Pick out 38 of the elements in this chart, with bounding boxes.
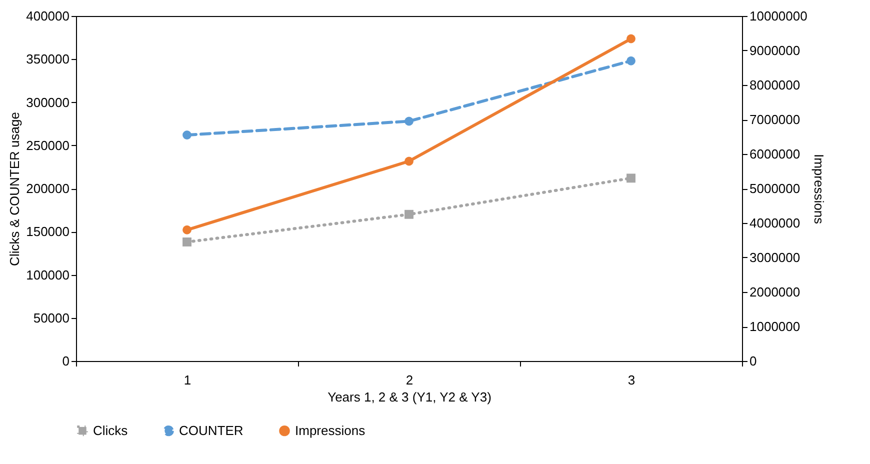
y-tick-label: 150000 bbox=[26, 224, 70, 240]
point bbox=[404, 156, 414, 166]
point bbox=[626, 34, 636, 44]
point bbox=[182, 225, 192, 234]
point bbox=[626, 174, 636, 183]
y2-tick-label: 1000000 bbox=[750, 319, 800, 334]
legend-label: Clicks bbox=[93, 422, 128, 438]
legend-label: COUNTER bbox=[179, 422, 244, 438]
y2-tick-label: 0 bbox=[750, 354, 757, 368]
y2-tick-label: 7000000 bbox=[750, 112, 800, 127]
x-tick-label: 2 bbox=[406, 372, 414, 388]
y2-tick-label: 3000000 bbox=[750, 250, 800, 265]
point bbox=[404, 210, 414, 219]
y-tick-label: 100000 bbox=[26, 267, 70, 282]
y-tick-label: 350000 bbox=[26, 52, 70, 67]
y-tick-label: 50000 bbox=[33, 310, 70, 326]
point bbox=[182, 130, 192, 140]
y2-tick-label: 2000000 bbox=[750, 284, 800, 300]
y2-tick-label: 8000000 bbox=[750, 78, 800, 92]
point bbox=[626, 56, 636, 66]
x-tick-label: 1 bbox=[184, 372, 192, 388]
legend-label: Impressions bbox=[295, 422, 366, 438]
y-tick-label: 250000 bbox=[26, 138, 70, 153]
y2-tick-label: 10000000 bbox=[750, 8, 808, 24]
x-tick-label: 3 bbox=[628, 372, 636, 388]
x-axis-title: Years 1, 2 & 3 (Y1, Y2 & Y3) bbox=[328, 390, 492, 404]
y-tick-label: 200000 bbox=[26, 181, 70, 196]
y2-tick-label: 4000000 bbox=[750, 216, 800, 230]
y2-tick-label: 6000000 bbox=[750, 146, 800, 162]
y-tick-label: 400000 bbox=[26, 8, 70, 24]
y2-axis-title: Impressions bbox=[811, 154, 826, 225]
y-tick-label: 0 bbox=[62, 354, 70, 368]
point bbox=[182, 238, 192, 246]
y-tick-label: 300000 bbox=[26, 94, 70, 110]
y-axis-title: Clicks & COUNTER usage bbox=[7, 112, 22, 266]
y2-tick-label: 5000000 bbox=[750, 181, 800, 196]
y2-tick-label: 9000000 bbox=[750, 43, 800, 58]
point bbox=[404, 116, 414, 126]
